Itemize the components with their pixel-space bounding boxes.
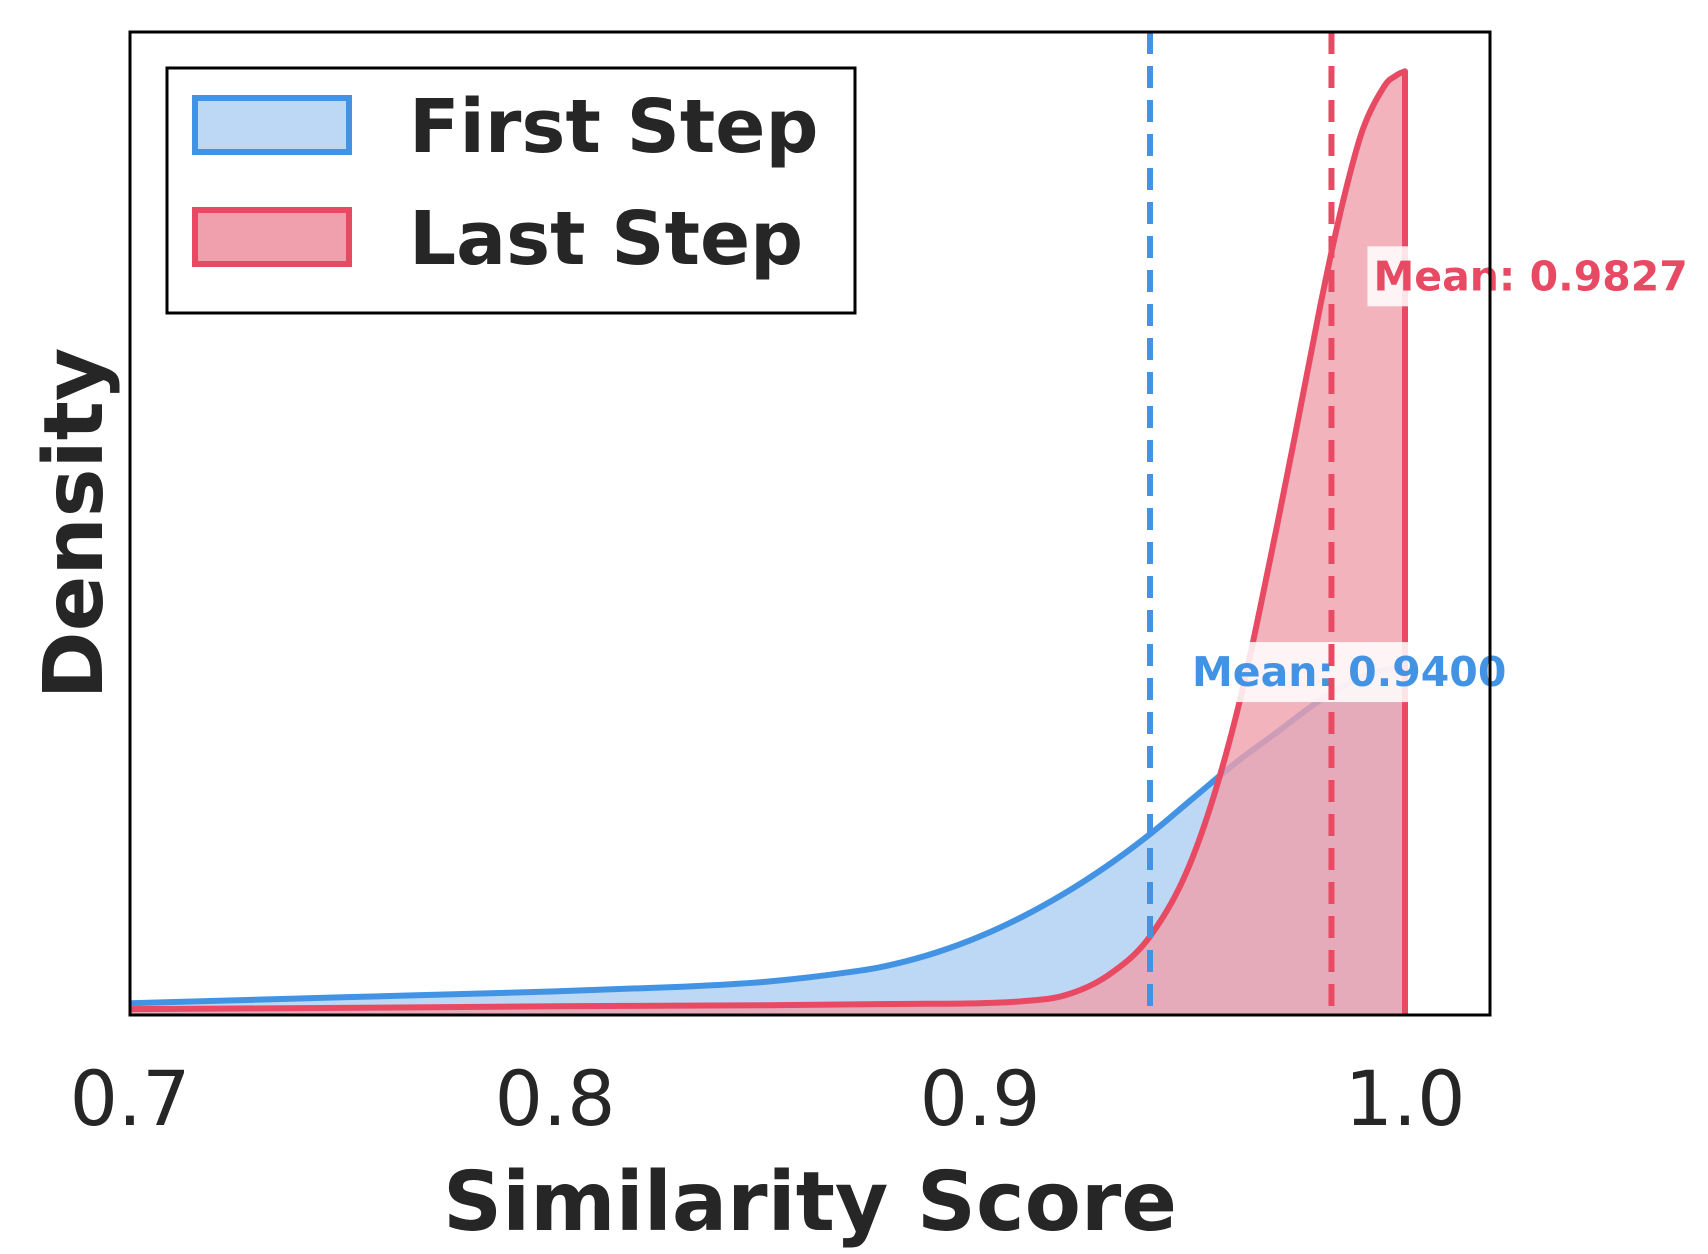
- mean-label: Mean: 0.9400: [1192, 648, 1506, 696]
- plot-frame: [128, 30, 1492, 1017]
- legend-label: First Step: [409, 84, 818, 170]
- legend-swatch: [192, 207, 352, 267]
- legend-item: First Step: [192, 84, 818, 170]
- x-axis-label: Similarity Score: [443, 1155, 1177, 1250]
- x-axis-ticks: 0.7 0.8 0.9 1.0: [70, 1054, 1466, 1143]
- x-tick-label: 0.7: [70, 1054, 191, 1143]
- series-area: [130, 665, 1405, 1015]
- x-tick-label: 0.8: [495, 1054, 616, 1143]
- mean-label: Mean: 0.9827: [1373, 252, 1687, 300]
- legend-label: Last Step: [409, 196, 803, 282]
- y-axis-label: Density: [27, 348, 122, 700]
- mean-label-background: [1367, 246, 1694, 307]
- x-tick-label: 0.9: [920, 1054, 1041, 1143]
- mean-lines: Mean: 0.9400 Mean: 0.9827: [1147, 32, 1694, 1015]
- mean-label-background: [1186, 642, 1513, 703]
- legend-item: Last Step: [192, 196, 803, 282]
- legend: First Step Last Step: [165, 66, 857, 315]
- series-area: [130, 71, 1405, 1016]
- legend-swatch: [192, 95, 352, 155]
- plot-area: Mean: 0.9400 Mean: 0.9827: [128, 30, 1694, 1017]
- x-tick-label: 1.0: [1345, 1054, 1466, 1143]
